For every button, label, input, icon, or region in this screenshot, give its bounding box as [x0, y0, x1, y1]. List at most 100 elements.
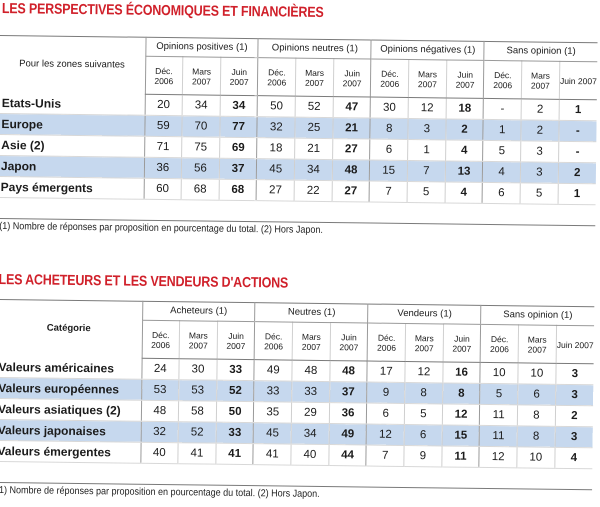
section2-group-neutral: Neutres (1)	[255, 302, 369, 324]
table-cell: 33	[254, 380, 292, 403]
period-header: Déc. 2006	[257, 57, 296, 97]
table-cell: 12	[408, 97, 447, 119]
table-cell: 30	[370, 97, 409, 119]
economic-outlook-table: Pour les zones suivantes Opinions positi…	[0, 35, 598, 205]
section2-corner-header: Catégorie	[46, 322, 91, 335]
table-cell: 68	[181, 178, 220, 201]
table-cell: 68	[218, 179, 257, 201]
section2-group-no-opinion: Sans opinion (1)	[480, 304, 595, 326]
table-cell: 20	[144, 94, 183, 116]
table-cell: 29	[291, 402, 330, 424]
table-cell: 33	[291, 381, 330, 403]
table-cell: 6	[404, 424, 443, 446]
period-header: Mars 2007	[292, 322, 331, 361]
table-cell: 2	[520, 119, 559, 142]
table-cell: 11	[479, 404, 518, 426]
table-cell: 45	[253, 422, 292, 445]
period-header: Déc. 2006	[483, 60, 522, 99]
table-cell: 4	[444, 181, 483, 204]
period-header: Juin 2007	[329, 322, 369, 362]
section1-group-negative: Opinions négatives (1)	[371, 39, 485, 61]
period-header: Déc. 2006	[367, 323, 406, 362]
table-cell: -	[483, 98, 522, 120]
table-cell: 27	[256, 179, 295, 202]
period-header: Juin 2007	[555, 325, 595, 364]
table-cell: 49	[254, 359, 293, 382]
table-cell: 6	[482, 182, 521, 204]
table-cell: 40	[290, 444, 329, 466]
table-cell: 77	[219, 116, 258, 138]
table-cell: 7	[407, 160, 446, 182]
table-cell: 4	[554, 447, 593, 469]
row-label: Valeurs émergentes	[0, 440, 141, 464]
table-cell: 44	[328, 444, 367, 467]
table-cell: 3	[555, 363, 594, 385]
row-label: Europe	[0, 113, 145, 137]
table-cell: 48	[140, 400, 179, 422]
table-cell: 8	[404, 382, 443, 404]
section2-group-sellers: Vendeurs (1)	[368, 303, 482, 325]
table-cell: 56	[181, 157, 220, 180]
section2-body: Valeurs américaines 24 30 33 49 48 48 17 12 16 10 1…	[0, 356, 594, 469]
section2-group-buyers: Acheteurs (1)	[142, 300, 256, 322]
table-cell: 5	[482, 140, 521, 162]
table-cell: 3	[555, 384, 594, 406]
table-cell: 3	[520, 161, 559, 184]
table-cell: 11	[441, 445, 480, 468]
table-cell: 35	[253, 401, 292, 424]
table-cell: 33	[216, 359, 255, 381]
period-header: Mars 2007	[405, 323, 444, 362]
table-cell: 60	[143, 178, 182, 200]
table-cell: 10	[516, 446, 555, 469]
table-cell: 3	[407, 118, 446, 140]
table-cell: 58	[178, 400, 217, 423]
table-cell: 53	[141, 379, 180, 401]
table-cell: 5	[404, 403, 443, 425]
table-cell: 24	[141, 358, 180, 380]
table-cell: 12	[479, 446, 518, 468]
table-cell: 8	[370, 118, 409, 140]
table-cell: 15	[441, 424, 480, 447]
table-cell: 2	[555, 405, 594, 427]
table-cell: 27	[332, 138, 371, 161]
table-cell: 71	[144, 136, 182, 158]
table-cell: 25	[294, 117, 333, 139]
table-cell: 36	[143, 157, 182, 179]
table-cell: 6	[366, 403, 405, 425]
row-label: Etats-Unis	[0, 92, 145, 116]
table-cell: 8	[517, 404, 556, 427]
period-header: Juin 2007	[333, 58, 372, 98]
table-cell: 50	[216, 401, 255, 423]
period-header: Déc. 2006	[370, 59, 409, 98]
table-cell: 12	[442, 403, 481, 426]
table-cell: 30	[179, 358, 217, 381]
table-cell: 6	[370, 139, 408, 161]
table-cell: 5	[520, 182, 559, 205]
table-cell: 32	[257, 116, 296, 139]
period-header: Mars 2007	[295, 58, 334, 97]
table-cell: 13	[445, 160, 483, 183]
table-cell: 41	[253, 443, 292, 466]
section1-group-no-opinion: Sans opinion (1)	[484, 40, 598, 62]
period-header: Déc. 2006	[144, 56, 183, 95]
table-cell: 53	[178, 379, 217, 402]
period-header: Juin 2007	[559, 61, 598, 100]
row-label: Valeurs européennes	[0, 377, 142, 401]
section1-title: LES PERSPECTIVES ÉCONOMIQUES ET FINANCIÈ…	[1, 1, 324, 21]
period-header: Juin 2007	[220, 57, 259, 96]
table-cell: -	[558, 141, 597, 163]
table-cell: 48	[291, 360, 330, 382]
section1-corner-header: Pour les zones suivantes	[19, 58, 125, 71]
period-header: Mars 2007	[182, 56, 221, 96]
table-cell: 1	[558, 99, 597, 121]
table-cell: 15	[369, 160, 408, 182]
table-cell: 6	[517, 383, 556, 406]
period-header: Mars 2007	[518, 324, 557, 364]
table-cell: 21	[332, 117, 371, 140]
row-label: Valeurs américaines	[0, 356, 142, 380]
period-header: Déc. 2006	[141, 320, 180, 359]
table-cell: 48	[332, 159, 371, 182]
table-cell: 4	[445, 139, 484, 162]
table-cell: 27	[331, 180, 370, 203]
